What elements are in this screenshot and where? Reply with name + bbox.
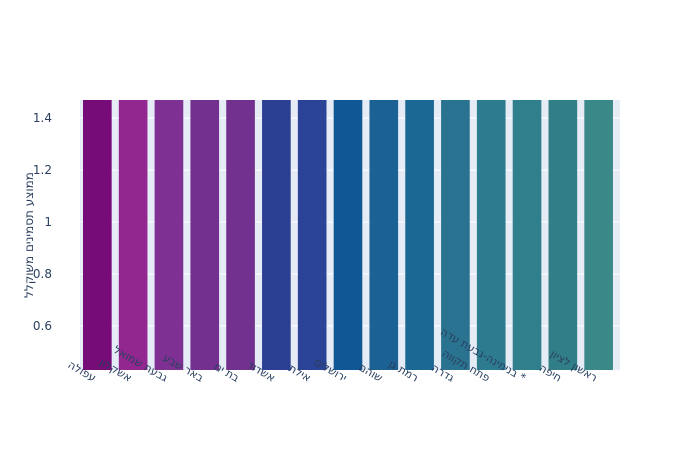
y-tick-label: 1.4 (33, 111, 52, 125)
bar[interactable] (190, 100, 220, 370)
bar[interactable] (118, 100, 148, 370)
y-axis-label: ממוצע תסמינים משוקלל (22, 172, 36, 298)
y-tick-label: 0.6 (33, 319, 52, 333)
bar[interactable] (333, 100, 363, 370)
y-tick-label: 1.2 (33, 163, 52, 177)
bar[interactable] (297, 100, 327, 370)
bar[interactable] (369, 100, 399, 370)
bar[interactable] (405, 100, 434, 370)
y-tick-label: 1 (44, 215, 52, 229)
bar[interactable] (584, 100, 613, 370)
bar[interactable] (154, 100, 184, 370)
bar[interactable] (548, 100, 578, 370)
bar[interactable] (512, 100, 542, 370)
bar[interactable] (262, 100, 291, 370)
bar[interactable] (441, 100, 470, 370)
bar[interactable] (83, 100, 112, 370)
y-axis-ticks: 0.6 0.8 1 1.2 1.4 (33, 111, 52, 333)
bar[interactable] (226, 100, 255, 370)
bar[interactable] (476, 100, 506, 370)
bars (83, 100, 613, 370)
y-tick-label: 0.8 (33, 267, 52, 281)
